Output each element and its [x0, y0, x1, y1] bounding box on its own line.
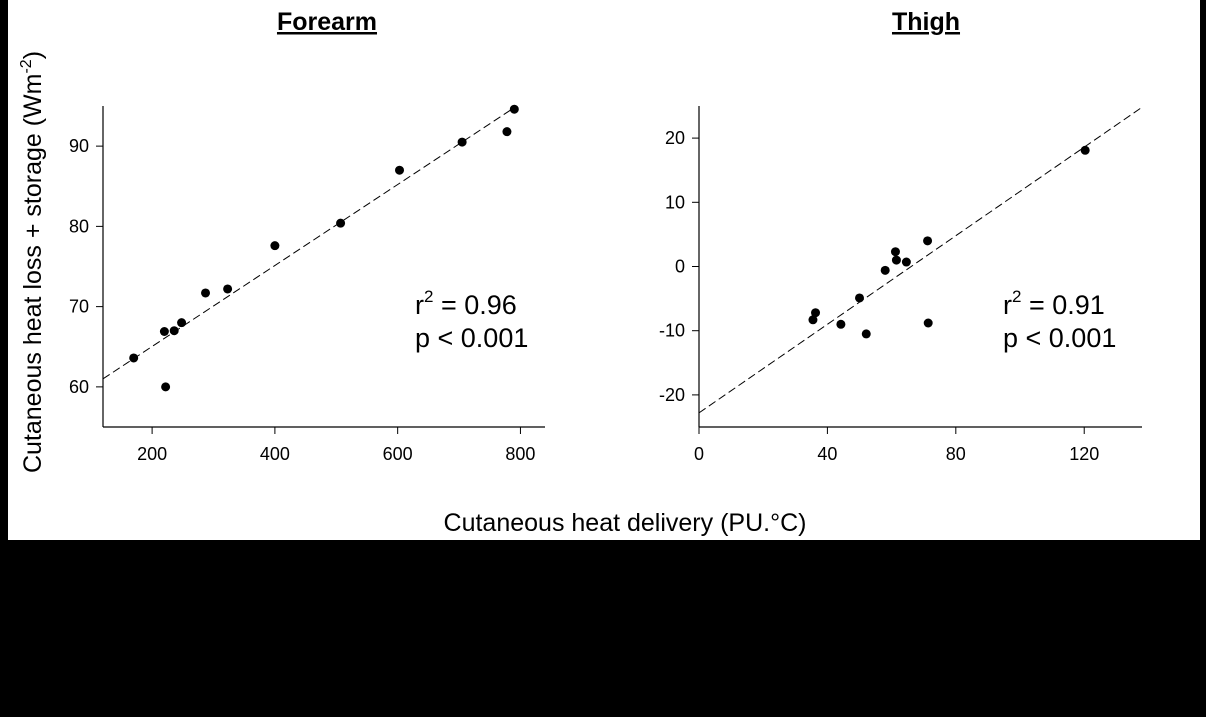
thigh-y-tick-label: -20 [659, 385, 685, 405]
thigh-y-tick-label: 10 [665, 192, 685, 212]
forearm-y-tick-label: 60 [69, 377, 89, 397]
forearm-y-tick-label: 70 [69, 297, 89, 317]
forearm-data-point-5 [201, 288, 211, 298]
thigh-data-point-11 [1080, 145, 1090, 155]
thigh-data-point-2 [836, 319, 846, 329]
forearm-data-points [129, 104, 519, 392]
forearm-p-label: p < 0.001 [415, 323, 528, 353]
thigh-data-point-6 [890, 247, 900, 257]
thigh-x-tick-label: 80 [946, 444, 966, 464]
thigh-x-tick-label: 0 [694, 444, 704, 464]
forearm-panel-title: Forearm [277, 8, 377, 36]
forearm-data-point-6 [223, 284, 233, 294]
forearm-data-point-7 [270, 241, 280, 251]
thigh-data-point-1 [811, 308, 821, 318]
forearm-ticks: 200 400 600 800 60 70 80 90 [69, 136, 535, 464]
thigh-data-point-7 [891, 255, 901, 265]
thigh-data-point-9 [923, 236, 933, 246]
thigh-data-point-8 [901, 257, 911, 267]
forearm-data-point-8 [336, 218, 346, 228]
forearm-data-point-12 [509, 104, 519, 114]
thigh-regression-line [698, 106, 1143, 414]
thigh-data-points [808, 145, 1090, 339]
thigh-y-tick-label: 0 [675, 257, 685, 277]
forearm-x-tick-label: 200 [137, 444, 167, 464]
thigh-panel-title: Thigh [892, 8, 960, 36]
forearm-data-point-3 [169, 326, 179, 336]
forearm-regression-line [102, 107, 515, 380]
x-axis-title: Cutaneous heat delivery (PU.°C) [444, 509, 807, 537]
figure-panel-background [8, 0, 1200, 540]
thigh-ticks: 0 40 80 120 -20 -10 0 10 20 [659, 128, 1099, 464]
forearm-panel: Forearm 200 400 600 800 60 70 80 90 r2 = 0.96 p… [69, 8, 545, 464]
thigh-r2-label: r2 = 0.91 [1003, 287, 1105, 320]
forearm-y-tick-label: 80 [69, 216, 89, 236]
forearm-x-tick-label: 800 [505, 444, 535, 464]
thigh-data-point-10 [923, 318, 933, 328]
forearm-data-point-1 [159, 327, 169, 337]
thigh-x-tick-label: 40 [817, 444, 837, 464]
thigh-data-point-4 [861, 329, 871, 339]
thigh-y-tick-label: -10 [659, 321, 685, 341]
forearm-data-point-10 [457, 137, 467, 147]
forearm-data-point-9 [395, 165, 405, 175]
forearm-r2-label: r2 = 0.96 [415, 287, 517, 320]
forearm-data-point-2 [161, 382, 171, 392]
thigh-data-point-3 [855, 293, 865, 303]
forearm-y-tick-label: 90 [69, 136, 89, 156]
thigh-y-tick-label: 20 [665, 128, 685, 148]
forearm-data-point-4 [177, 318, 187, 328]
forearm-x-tick-label: 600 [383, 444, 413, 464]
y-axis-title: Cutaneous heat loss + storage (Wm-2) [18, 51, 47, 473]
thigh-panel: Thigh 0 40 80 120 -20 -10 0 10 20 r2 = 0.91 p < … [659, 8, 1143, 464]
forearm-data-point-0 [129, 353, 139, 363]
thigh-p-label: p < 0.001 [1003, 323, 1116, 353]
thigh-x-tick-label: 120 [1069, 444, 1099, 464]
forearm-x-tick-label: 400 [260, 444, 290, 464]
forearm-data-point-11 [502, 127, 512, 137]
thigh-data-point-0 [808, 315, 818, 325]
thigh-data-point-5 [880, 265, 890, 275]
